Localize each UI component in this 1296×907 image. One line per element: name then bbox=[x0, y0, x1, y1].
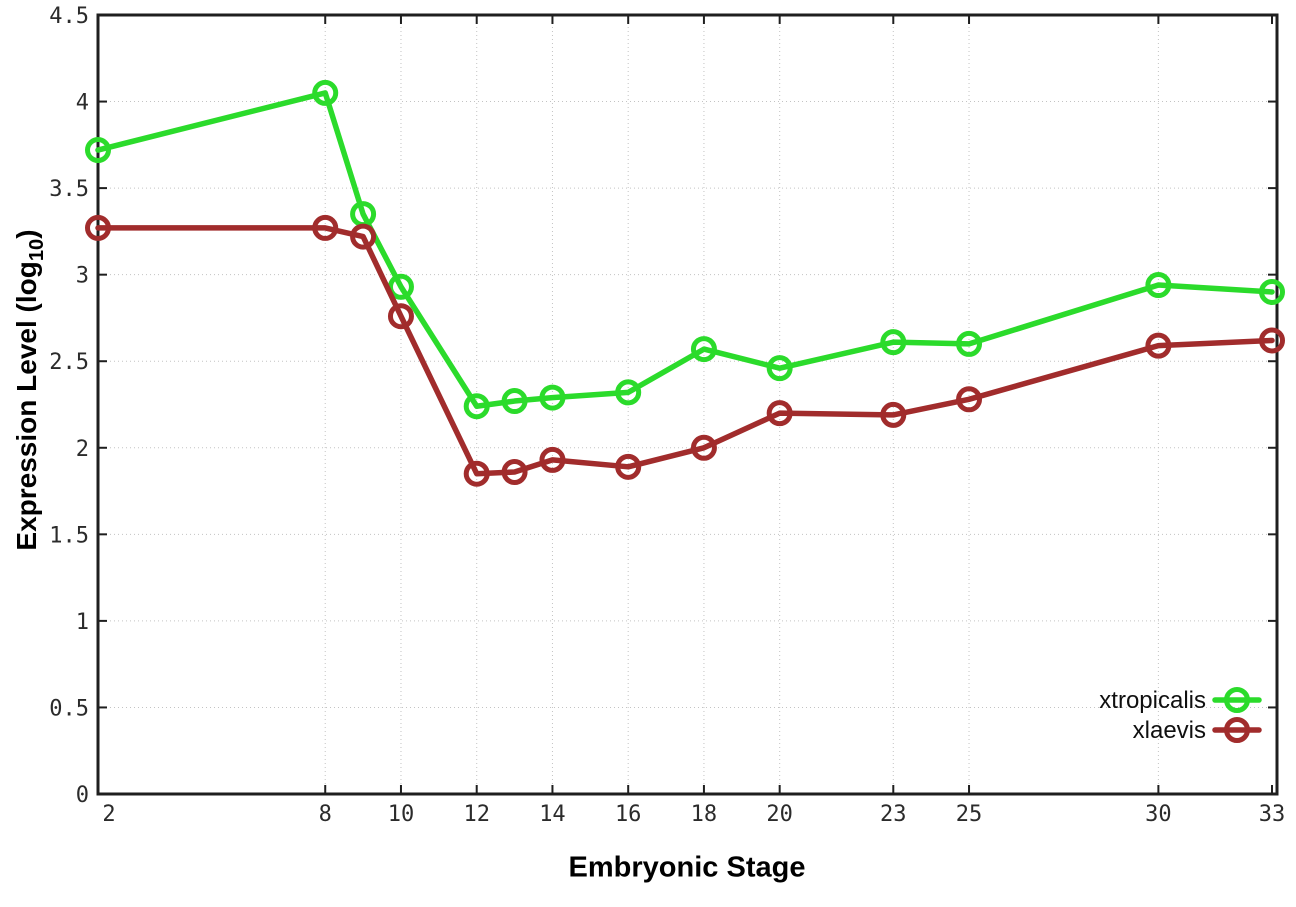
y-tick-label: 1 bbox=[76, 610, 89, 635]
series-xlaevis-marker bbox=[463, 460, 490, 487]
legend-sample-marker-xlaevis bbox=[1224, 717, 1250, 743]
y-axis-title: Expression Level (log10) bbox=[11, 229, 49, 550]
y-axis-title-subscript: 10 bbox=[25, 238, 48, 262]
series-xtropicalis-line bbox=[95, 90, 1275, 409]
series-xlaevis-marker bbox=[85, 214, 111, 241]
x-tick-label: 23 bbox=[880, 802, 907, 827]
series-xlaevis-marker bbox=[1259, 327, 1285, 354]
legend-label-xtropicalis: xtropicalis bbox=[1099, 687, 1206, 714]
series-xlaevis-marker bbox=[312, 214, 339, 241]
x-tick-label: 16 bbox=[615, 802, 642, 827]
y-tick-label: 1.5 bbox=[49, 523, 89, 548]
x-tick-label: 18 bbox=[691, 802, 718, 827]
x-tick-label: 30 bbox=[1145, 802, 1172, 827]
y-tick-label: 2 bbox=[76, 437, 89, 462]
series-xtropicalis-marker bbox=[463, 393, 490, 420]
legend-sample-marker-xtropicalis bbox=[1224, 687, 1250, 713]
series-xtropicalis-marker bbox=[312, 79, 339, 106]
y-axis-title-text: Expression Level (log bbox=[11, 261, 43, 551]
y-tick-label: 2.5 bbox=[49, 350, 89, 375]
x-tick-label: 25 bbox=[956, 802, 983, 827]
series-xtropicalis-marker bbox=[501, 388, 528, 415]
y-tick-label: 3 bbox=[76, 264, 89, 289]
y-axis-title-close: ) bbox=[11, 229, 43, 239]
y-tick-label: 4.5 bbox=[49, 4, 89, 29]
series-xtropicalis-marker bbox=[387, 273, 414, 300]
series-xlaevis-marker bbox=[766, 400, 793, 427]
series-xtropicalis-marker bbox=[690, 336, 717, 363]
x-tick-label: 14 bbox=[539, 802, 566, 827]
series-xlaevis-marker bbox=[880, 401, 907, 428]
series-xtropicalis-marker bbox=[539, 384, 566, 411]
legend-label-xlaevis: xlaevis bbox=[1133, 717, 1206, 744]
plot-border bbox=[96, 13, 1279, 796]
y-tick-label: 0 bbox=[76, 783, 89, 808]
series-xtropicalis-marker bbox=[880, 329, 907, 356]
series-xlaevis-marker bbox=[387, 303, 414, 330]
x-tick-label: 33 bbox=[1259, 802, 1286, 827]
y-tick-label: 4 bbox=[76, 91, 89, 116]
series-xtropicalis-marker bbox=[956, 330, 983, 357]
x-tick-label: 20 bbox=[766, 802, 793, 827]
series-xlaevis-marker bbox=[539, 446, 566, 473]
x-tick-label: 10 bbox=[388, 802, 415, 827]
series-xlaevis-marker bbox=[956, 386, 983, 413]
series-xlaevis-marker bbox=[1145, 332, 1172, 359]
series-xtropicalis-marker bbox=[615, 379, 642, 406]
x-tick-label: 12 bbox=[463, 802, 490, 827]
y-tick-label: 3.5 bbox=[49, 177, 89, 202]
series-xtropicalis-marker bbox=[766, 355, 793, 382]
series-xtropicalis-marker bbox=[1259, 278, 1285, 305]
series-xtropicalis-marker bbox=[1145, 272, 1172, 299]
series-xlaevis-marker bbox=[350, 223, 377, 250]
x-tick-label: 8 bbox=[319, 802, 332, 827]
series-xlaevis-line bbox=[95, 225, 1275, 477]
x-axis-title: Embryonic Stage bbox=[568, 851, 806, 884]
series-xlaevis-marker bbox=[501, 459, 528, 486]
series-xtropicalis-marker bbox=[85, 137, 111, 164]
series-xlaevis-marker bbox=[615, 453, 642, 480]
x-tick-label: 2 bbox=[102, 802, 115, 827]
series-xlaevis-marker bbox=[690, 434, 717, 461]
y-tick-label: 0.5 bbox=[49, 696, 89, 721]
